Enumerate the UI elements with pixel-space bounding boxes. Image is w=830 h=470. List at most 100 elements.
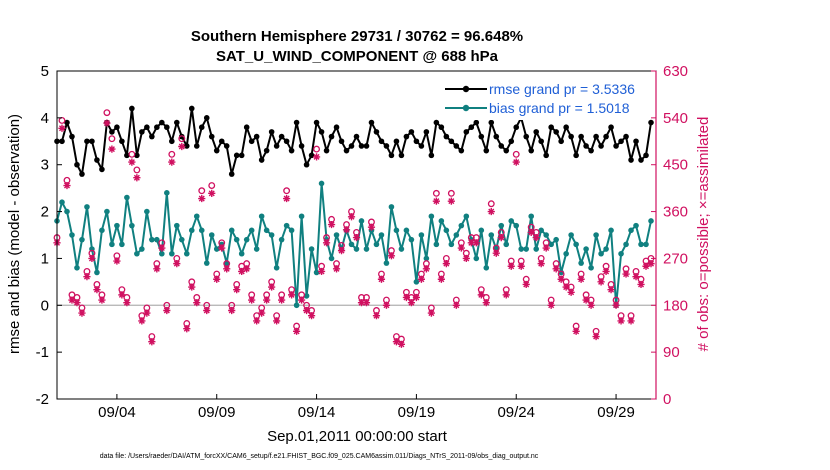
rmse-point [129,105,135,112]
rmse-point [508,138,515,145]
bias-point [183,250,190,257]
obs-assimilated-marker [572,327,580,335]
rmse-point [418,143,425,149]
rmse-point [563,124,569,131]
obs-assimilated-marker [647,260,655,268]
x-tick-label: 09/14 [298,404,336,421]
bias-point [533,246,539,252]
obs-assimilated-marker [412,293,420,302]
obs-assimilated-marker [607,286,615,294]
rmse-point [398,152,405,159]
rmse-point [498,143,505,149]
bias-point [463,213,470,220]
obs-assimilated-marker [118,291,126,299]
obs-assimilated-marker [457,244,465,252]
bias-point [119,241,125,248]
rmse-point [588,147,594,154]
obs-assimilated-marker [472,239,480,247]
obs-assimilated-marker [128,158,136,166]
obs-assimilated-marker [547,301,555,309]
obs-assimilated-marker [183,325,191,333]
rmse-point [169,138,175,145]
bias-point [433,241,440,248]
rmse-point [268,129,275,135]
obs-assimilated-marker [168,158,176,166]
bias-point [478,227,485,234]
rmse-point [543,152,549,159]
obs-assimilated-marker [243,265,251,273]
bias-point [64,208,70,215]
bias-point [198,227,205,234]
bias-point [563,250,569,257]
obs-assimilated-marker [223,265,231,273]
left-tick-label: -2 [36,391,49,408]
rmse-point [298,143,305,149]
rmse-point [323,147,330,154]
bias-point [473,255,480,262]
obs-assimilated-marker [642,262,650,270]
bias-point [159,250,165,257]
bias-point [164,190,170,196]
bias-point [69,232,75,238]
obs-assimilated-marker [522,280,530,289]
rmse-point [533,129,539,135]
rmse-point [413,138,420,145]
rmse-point [613,143,619,149]
obs-assimilated-marker [143,309,151,317]
rmse-point [188,105,195,112]
right-tick-label: 180 [663,297,688,314]
obs-possible-marker [178,135,186,143]
rmse-point [64,119,70,126]
bias-point [518,246,525,252]
obs-assimilated-marker [228,306,236,315]
bias-point [79,236,85,243]
bias-point [443,227,450,234]
rmse-point [548,124,554,131]
rmse-point [238,152,245,159]
rmse-point [403,133,410,140]
rmse-point [648,119,654,126]
bias-point [84,204,90,210]
left-tick-label: 4 [41,110,49,127]
bias-point [333,232,340,238]
bias-point [583,246,589,252]
rmse-point [303,161,310,168]
obs-assimilated-marker [173,260,181,268]
obs-assimilated-marker [462,254,470,263]
obs-assimilated-marker [273,317,281,325]
rmse-point [368,119,375,126]
obs-assimilated-marker [427,309,435,317]
obs-assimilated-marker [402,293,411,302]
bias-point [388,204,395,210]
bias-point [94,269,100,276]
bias-point [258,213,265,220]
bias-point [573,241,579,248]
rmse-point [94,157,100,163]
rmse-point [198,124,205,131]
rmse-point [208,133,215,140]
rmse-point [463,129,470,135]
rmse-point [443,133,450,140]
obs-assimilated-marker [487,207,495,216]
obs-assimilated-marker [332,265,341,273]
obs-possible-marker [103,109,111,117]
bias-point [398,246,405,252]
bias-point [363,246,370,252]
obs-possible-marker [432,189,440,197]
obs-assimilated-marker [158,244,166,252]
obs-assimilated-marker [203,306,211,315]
obs-possible-marker [313,145,321,153]
bias-point [523,246,530,252]
rmse-point [483,147,490,154]
rmse-point [503,147,510,154]
bias-point [383,260,390,266]
rmse-point [493,133,500,140]
obs-assimilated-marker [527,228,535,236]
obs-assimilated-marker [248,296,256,304]
legend: rmse grand pr = 3.5336 bias grand pr = 1… [440,78,649,120]
obs-assimilated-marker [198,194,206,203]
obs-assimilated-marker [392,338,401,346]
bias-point [193,213,200,220]
bias-point [648,218,654,224]
